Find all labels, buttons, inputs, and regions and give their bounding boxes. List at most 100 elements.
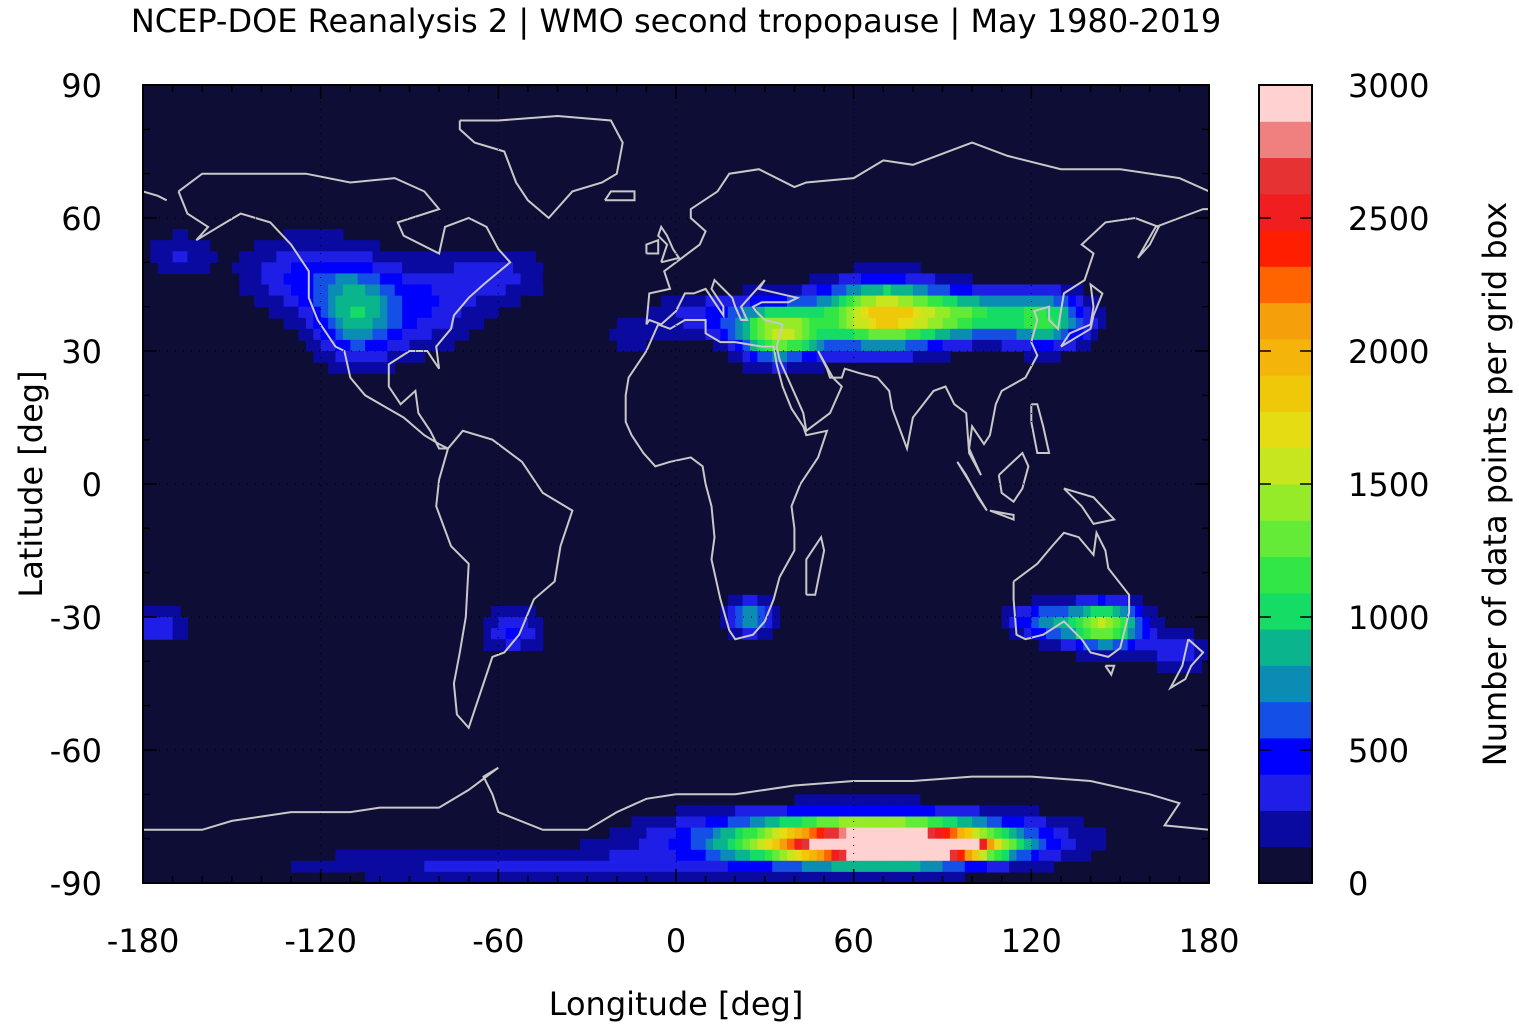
heatmap-cell: [342, 240, 351, 252]
heatmap-cell: [335, 295, 344, 308]
heatmap-cell: [490, 871, 499, 883]
coastline-path: [1104, 664, 1116, 677]
heatmap-cell: [816, 339, 825, 352]
heatmap-cell: [335, 351, 344, 363]
heatmap-cell: [750, 838, 758, 851]
heatmap-cell: [809, 794, 818, 806]
heatmap-cell: [646, 871, 655, 883]
heatmap-cell: [676, 849, 684, 862]
heatmap-cell: [328, 295, 337, 308]
heatmap-cell: [986, 306, 995, 319]
heatmap-cell: [964, 339, 973, 352]
heatmap-cell: [1009, 805, 1018, 818]
heatmap-cell: [579, 860, 588, 873]
heatmap-cell: [572, 860, 581, 873]
heatmap-cell: [794, 860, 803, 873]
heatmap-cell: [853, 816, 862, 829]
heatmap-cell: [246, 295, 255, 308]
heatmap-cell: [402, 284, 411, 297]
heatmap-cell: [750, 860, 758, 873]
heatmap-cell: [750, 617, 758, 629]
heatmap-cell: [387, 306, 396, 319]
heatmap-cell: [143, 605, 151, 618]
heatmap-cell: [890, 295, 899, 308]
heatmap-cell: [572, 849, 581, 862]
heatmap-cell: [964, 284, 973, 297]
heatmap-cell: [1023, 351, 1032, 363]
heatmap-cell: [1068, 328, 1077, 341]
heatmap-cell: [513, 849, 522, 862]
heatmap-cell: [898, 816, 907, 829]
colorbar-segment: [1259, 592, 1312, 630]
heatmap-cell: [1142, 605, 1151, 618]
heatmap-cell: [527, 871, 536, 883]
heatmap-cell: [254, 240, 262, 252]
y-tick-label: 60: [61, 200, 102, 238]
heatmap-cell: [764, 362, 773, 374]
heatmap-cell: [972, 816, 981, 829]
heatmap-cell: [1157, 661, 1166, 673]
heatmap-cell: [742, 362, 751, 374]
heatmap-cell: [727, 805, 736, 818]
heatmap-cell: [424, 273, 433, 286]
heatmap-cell: [868, 306, 877, 319]
heatmap-cell: [875, 794, 884, 806]
heatmap-cell: [890, 339, 899, 352]
colorbar-segment: [1259, 193, 1312, 231]
heatmap-cell: [831, 805, 840, 818]
heatmap-cell: [935, 838, 944, 851]
heatmap-cell: [787, 351, 795, 363]
heatmap-cell: [402, 295, 411, 308]
heatmap-cell: [357, 339, 366, 352]
heatmap-cells: [143, 229, 1209, 883]
heatmap-cell: [1038, 827, 1047, 840]
heatmap-cell: [372, 317, 381, 330]
heatmap-cell: [483, 295, 492, 308]
heatmap-cell: [942, 805, 951, 818]
heatmap-cell: [416, 339, 425, 352]
heatmap-cell: [787, 816, 795, 829]
heatmap-cell: [639, 317, 647, 330]
heatmap-cell: [639, 339, 647, 352]
heatmap-cell: [1112, 605, 1121, 618]
heatmap-cell: [350, 860, 359, 873]
heatmap-cell: [653, 838, 662, 851]
heatmap-cell: [365, 351, 374, 363]
heatmap-cell: [668, 827, 677, 840]
heatmap-cell: [920, 295, 929, 308]
heatmap-cell: [883, 306, 892, 319]
heatmap-cell: [912, 838, 921, 851]
colorbar-segment: [1259, 774, 1312, 811]
heatmap-cell: [609, 871, 618, 883]
heatmap-cell: [742, 871, 751, 883]
heatmap-cell: [757, 328, 766, 341]
heatmap-cell: [750, 284, 758, 297]
heatmap-cell: [690, 816, 699, 829]
heatmap-cell: [372, 339, 381, 352]
heatmap-cell: [676, 871, 684, 883]
heatmap-cell: [172, 240, 181, 252]
heatmap-cell: [846, 849, 855, 862]
heatmap-cell: [165, 251, 174, 263]
heatmap-cell: [868, 816, 877, 829]
heatmap-cell: [750, 328, 758, 341]
heatmap-cell: [624, 816, 633, 829]
heatmap-cell: [291, 262, 300, 274]
heatmap-cell: [453, 284, 462, 297]
heatmap-cell: [853, 328, 862, 341]
heatmap-cell: [1098, 628, 1106, 640]
heatmap-cell: [794, 794, 803, 806]
heatmap-cell: [912, 317, 921, 330]
heatmap-cell: [809, 860, 818, 873]
heatmap-cell: [957, 284, 966, 297]
colorbar-segment: [1259, 484, 1312, 521]
heatmap-cell: [898, 838, 907, 851]
heatmap-cell: [387, 860, 396, 873]
heatmap-cell: [1075, 650, 1084, 662]
heatmap-cell: [875, 351, 884, 363]
heatmap-cell: [861, 849, 870, 862]
heatmap-cell: [779, 860, 788, 873]
heatmap-cell: [476, 849, 485, 862]
heatmap-cell: [750, 849, 758, 862]
heatmap-cell: [1009, 306, 1018, 319]
